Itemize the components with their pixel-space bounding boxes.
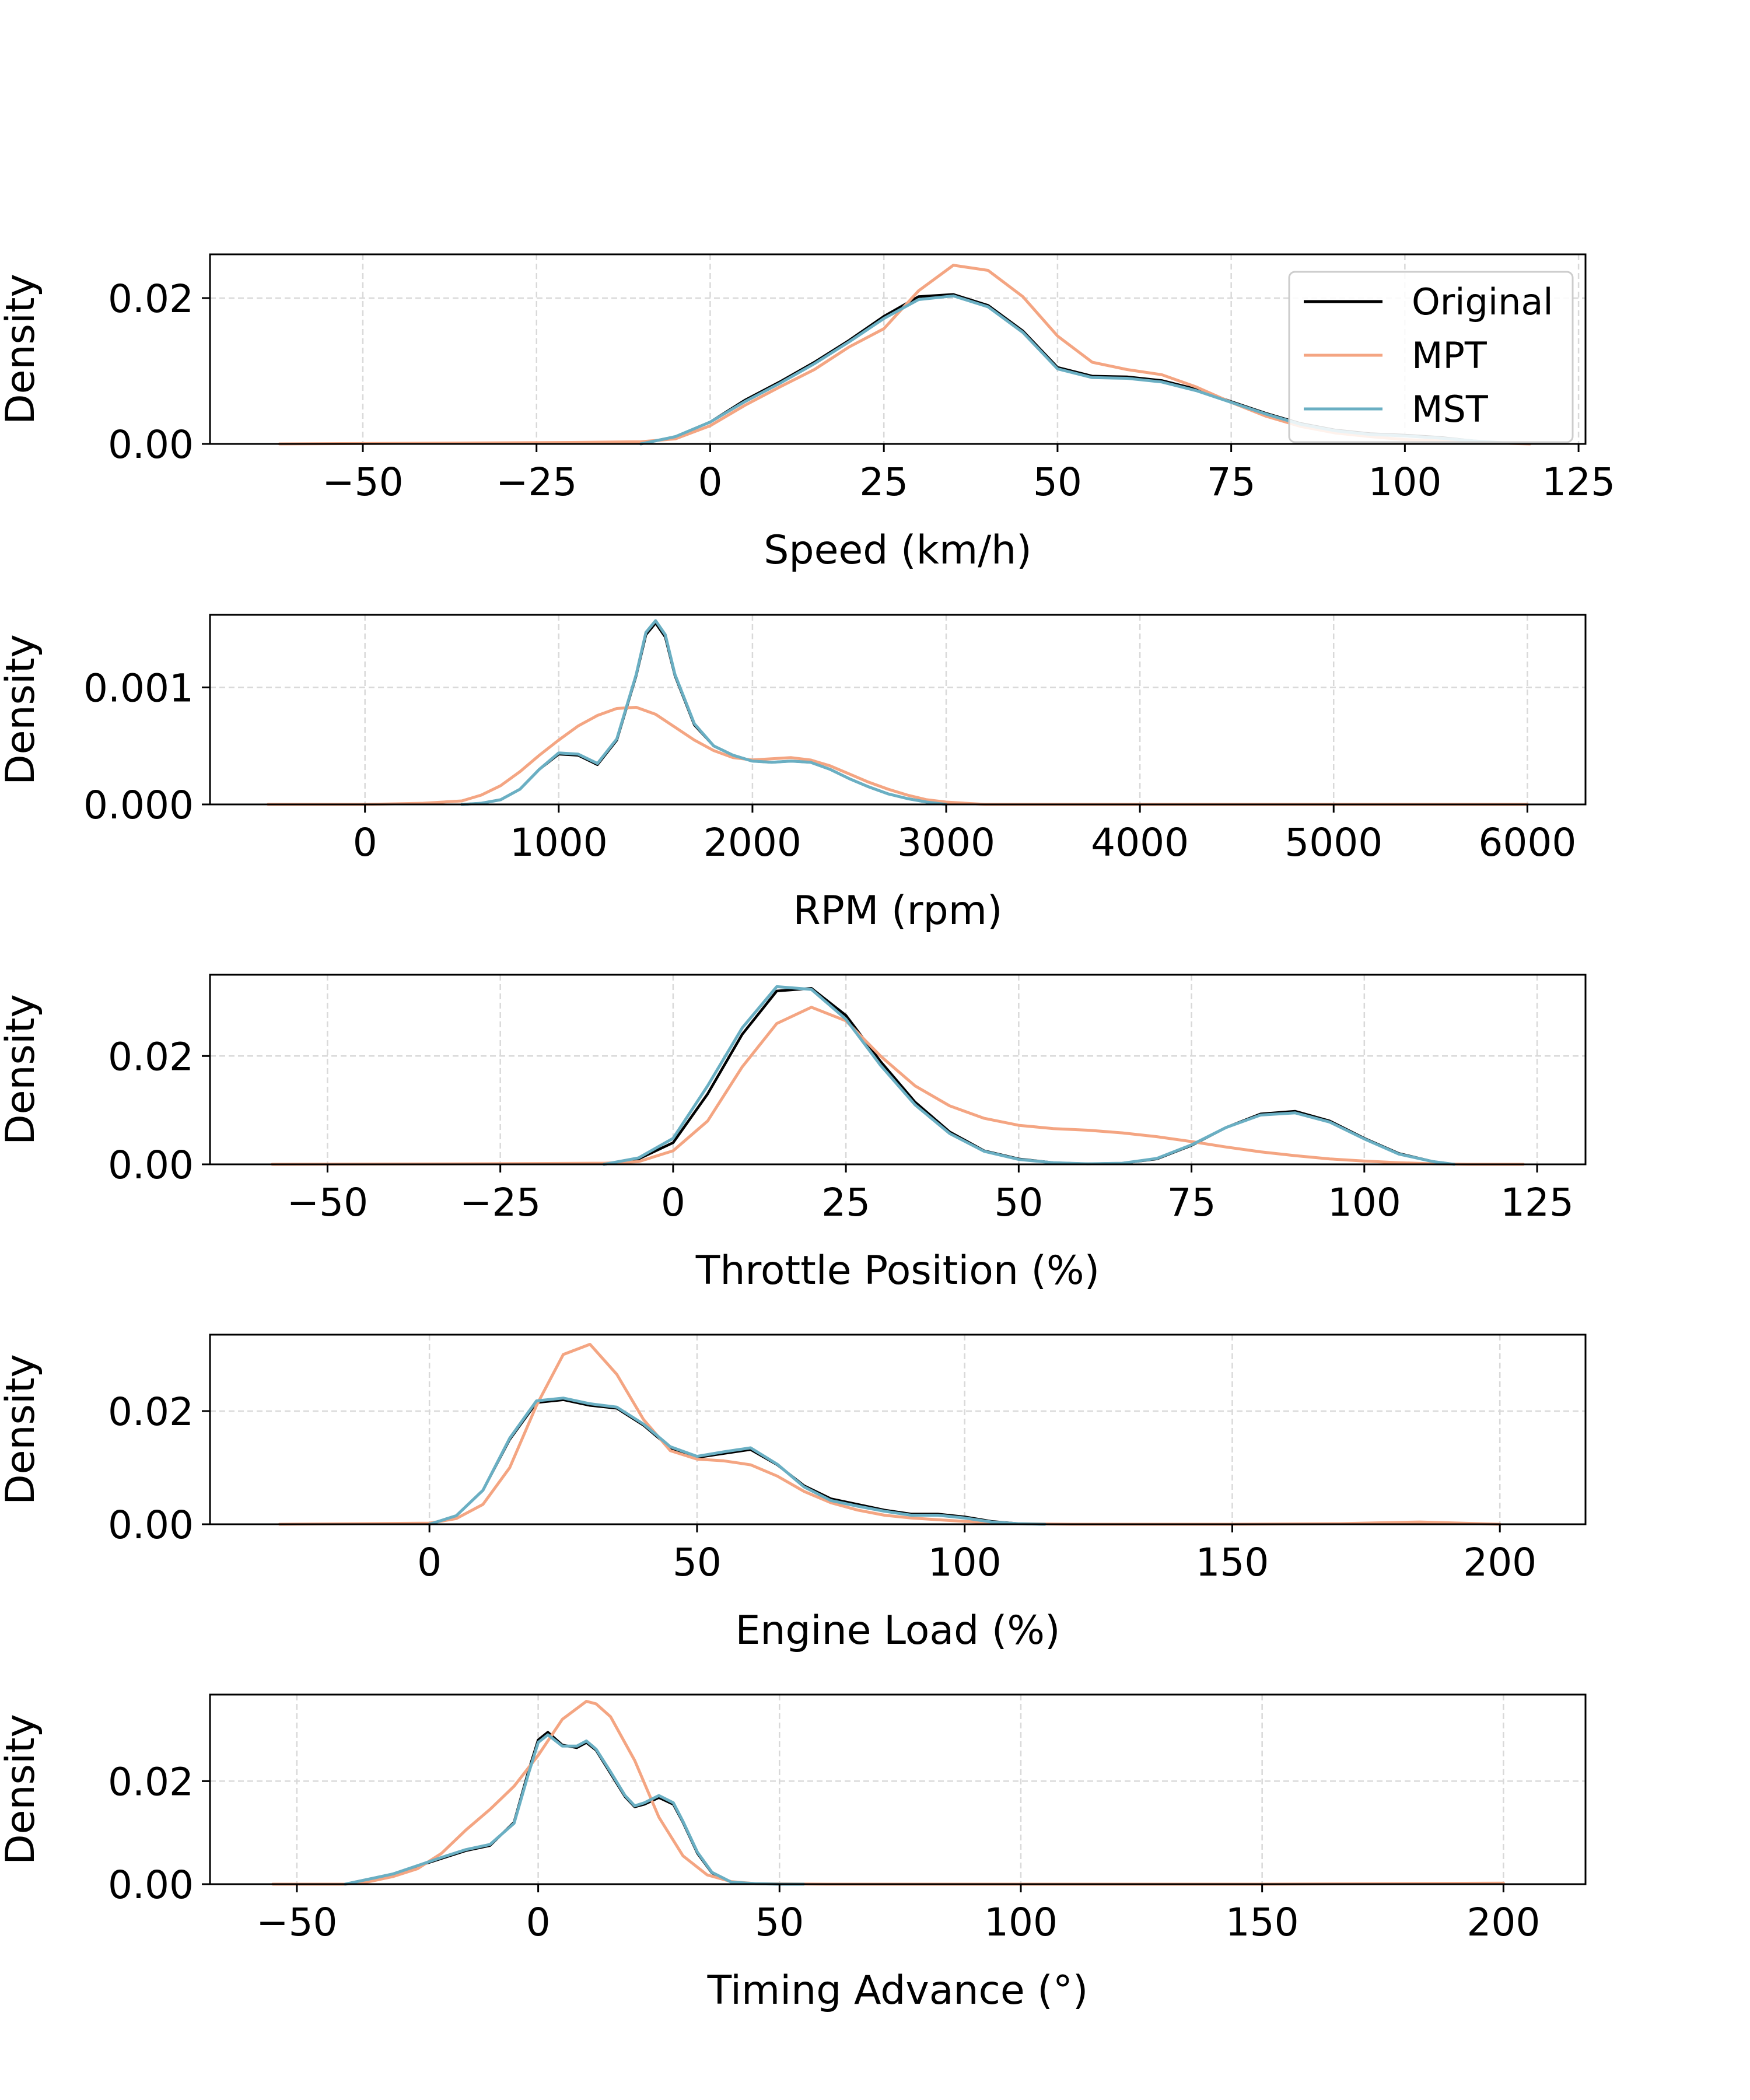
plot-frame — [209, 1693, 1587, 1885]
x-tick-label: 75 — [1207, 460, 1256, 505]
x-tick-label: 50 — [673, 1540, 722, 1585]
series-line-mst — [460, 619, 948, 806]
legend-label-mpt: MPT — [1412, 334, 1488, 377]
y-tick-label: 0.000 — [83, 783, 194, 828]
y-tick-label: 0.02 — [108, 1034, 194, 1079]
x-tick-label: 50 — [1033, 460, 1082, 505]
y-tick-label: 0.02 — [108, 1390, 194, 1434]
y-axis-title: Density — [0, 1354, 44, 1505]
legend: Original MPT MST — [1288, 271, 1574, 443]
y-axis-title: Density — [0, 634, 44, 785]
x-tick-label: 6000 — [1478, 820, 1576, 865]
legend-box — [1288, 271, 1574, 443]
x-tick-label: 0 — [417, 1540, 442, 1585]
panel-speed: −50 −25 0 25 50 75 100 125 0.00 0.02 Speed (km/h) D… — [0, 253, 1615, 573]
x-tick-label: −50 — [287, 1180, 368, 1225]
x-axis-title: Engine Load (%) — [735, 1608, 1060, 1654]
y-tick-label: 0.02 — [108, 1759, 194, 1804]
series-line-original — [344, 1731, 805, 1886]
series-line-mpt — [267, 706, 1529, 806]
panel-throttle: −50 −25 0 25 50 75 100 125 0.00 0.02 Throttle Posi… — [0, 974, 1587, 1294]
x-tick-label: −25 — [460, 1180, 541, 1225]
x-tick-label: 3000 — [897, 820, 995, 865]
y-axis-title: Density — [0, 274, 44, 425]
x-tick-label: 100 — [984, 1900, 1058, 1945]
x-tick-label: 1000 — [510, 820, 608, 865]
plot-frame — [209, 974, 1587, 1166]
y-tick-label: 0.00 — [108, 422, 194, 467]
x-axis-title: RPM (rpm) — [793, 888, 1003, 934]
x-tick-label: 200 — [1466, 1900, 1540, 1945]
x-tick-label: 5000 — [1284, 820, 1382, 865]
x-tick-label: 25 — [821, 1180, 870, 1225]
legend-label-original: Original — [1412, 281, 1553, 323]
y-tick-label: 0.00 — [108, 1863, 194, 1908]
series-line-mst — [602, 985, 1456, 1166]
x-axis-title: Timing Advance (°) — [707, 1968, 1088, 2014]
x-tick-label: 50 — [994, 1180, 1043, 1225]
y-tick-label: 0.001 — [83, 666, 194, 710]
x-tick-label: 50 — [755, 1900, 804, 1945]
x-tick-label: 0 — [526, 1900, 551, 1945]
x-tick-label: −50 — [322, 460, 403, 505]
x-tick-label: 25 — [859, 460, 908, 505]
x-tick-label: 150 — [1226, 1900, 1299, 1945]
series-line-original — [603, 986, 1456, 1166]
x-tick-label: −25 — [496, 460, 577, 505]
x-tick-label: 150 — [1195, 1540, 1269, 1585]
series-line-mpt — [271, 1006, 1525, 1166]
plot-frame — [209, 614, 1587, 806]
y-axis-title: Density — [0, 1714, 44, 1865]
legend-label-mst: MST — [1412, 388, 1489, 430]
panel-timing-advance: −50 0 50 100 150 200 0.00 0.02 Timing Advance (°… — [0, 1693, 1587, 2014]
x-tick-label: 0 — [661, 1180, 685, 1225]
series-line-original — [460, 621, 948, 806]
plot-frame — [209, 253, 1587, 445]
y-tick-label: 0.00 — [108, 1143, 194, 1188]
x-axis-title: Throttle Position (%) — [695, 1248, 1100, 1294]
x-tick-label: 2000 — [704, 820, 802, 865]
x-tick-label: 4000 — [1091, 820, 1189, 865]
y-tick-label: 0.02 — [108, 276, 194, 321]
plot-frame — [209, 1334, 1587, 1525]
x-tick-label: 125 — [1542, 460, 1615, 505]
x-tick-label: 200 — [1463, 1540, 1536, 1585]
series-line-mst — [344, 1733, 806, 1886]
x-tick-label: 75 — [1167, 1180, 1216, 1225]
x-tick-label: −50 — [256, 1900, 337, 1945]
x-tick-label: 125 — [1500, 1180, 1574, 1225]
y-tick-label: 0.00 — [108, 1503, 194, 1548]
x-tick-label: 0 — [698, 460, 722, 505]
x-tick-label: 100 — [1368, 460, 1441, 505]
y-axis-title: Density — [0, 994, 44, 1145]
series-line-mpt — [278, 1343, 1502, 1526]
series-line-mst — [428, 1396, 1046, 1526]
x-axis-title: Speed (km/h) — [764, 527, 1031, 573]
panel-engine-load: 0 50 100 150 200 0.00 0.02 Engine Load (%) Densi… — [0, 1334, 1587, 1654]
series-line-mpt — [271, 1700, 1505, 1886]
x-tick-label: 0 — [353, 820, 377, 865]
x-tick-label: 100 — [928, 1540, 1002, 1585]
panel-rpm: 0 1000 2000 3000 4000 5000 6000 0.000 0.001 RPM (… — [0, 614, 1587, 934]
x-tick-label: 100 — [1328, 1180, 1401, 1225]
